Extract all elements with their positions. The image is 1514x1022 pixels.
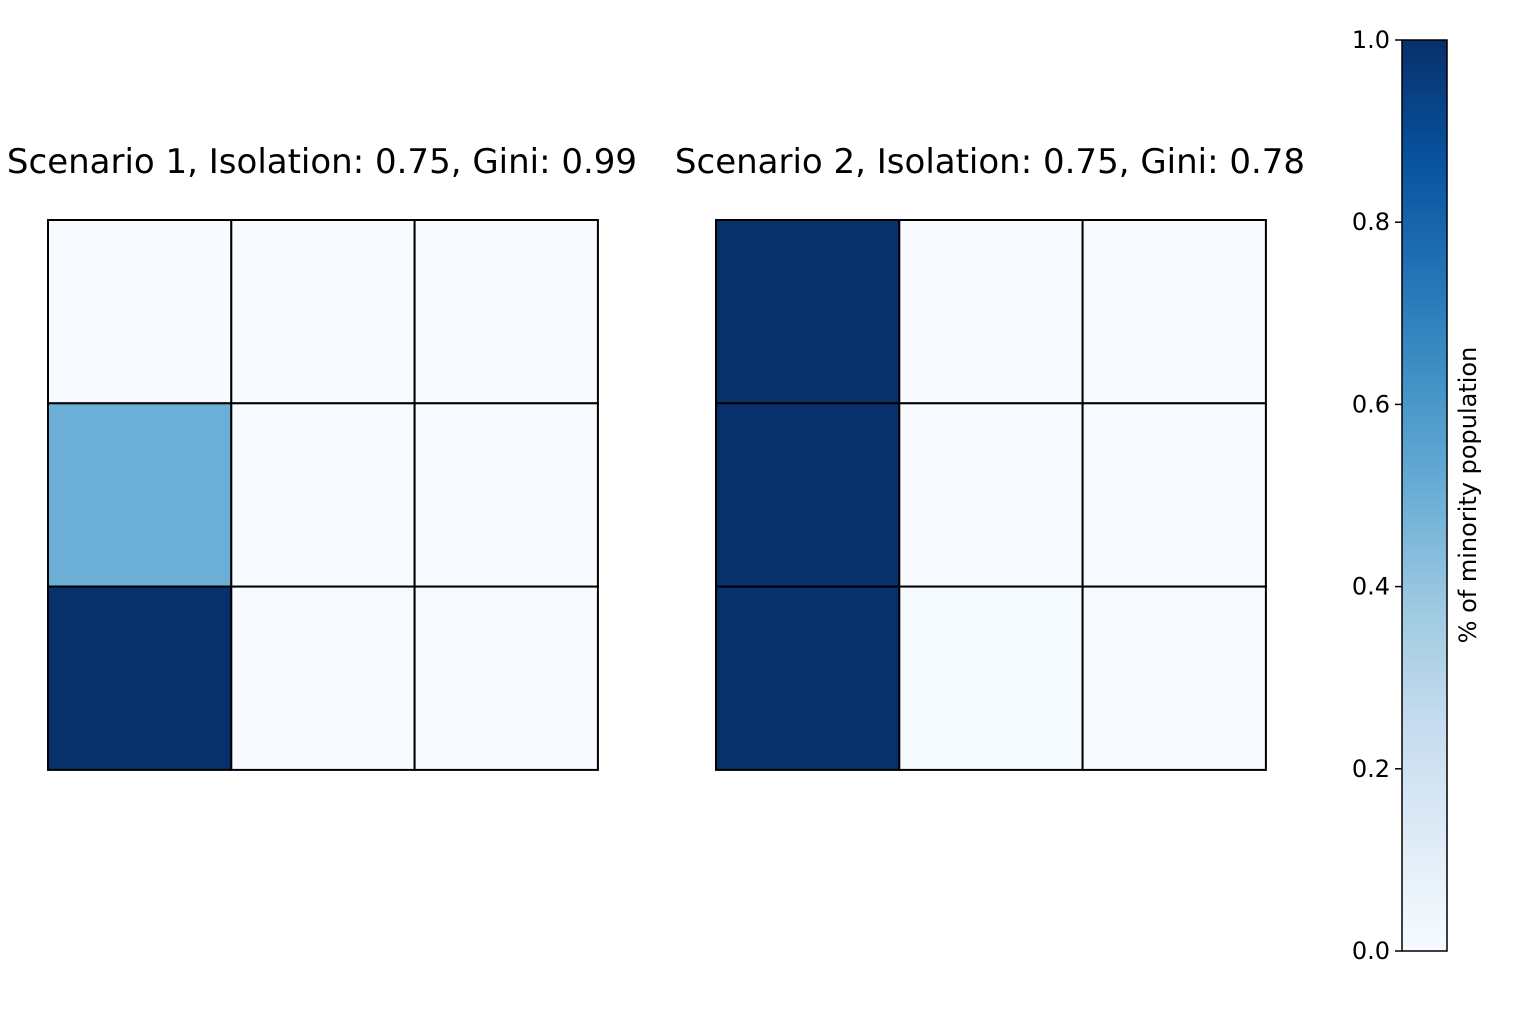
colorbar-label: % of minority population	[1454, 347, 1482, 644]
panel-2-cells	[715, 219, 1267, 771]
colorbar: 0.0 0.2 0.4 0.6 0.8 1.0 % of minority populat…	[1352, 26, 1482, 965]
panel-1-title: Scenario 1, Isolation: 0.75, Gini: 0.99	[7, 142, 637, 182]
colorbar-tick-label: 1.0	[1352, 26, 1390, 54]
panel-1-cells	[47, 219, 599, 771]
heatmap-cell-p2-r3-c3	[1081, 585, 1267, 771]
heatmap-cell-p2-r3-c2	[898, 585, 1084, 771]
heatmap-cell-p1-r3-c1	[47, 585, 233, 771]
colorbar-tick-label: 0.6	[1352, 390, 1390, 418]
heatmap-cell-p1-r1-c2	[230, 219, 416, 405]
colorbar-tick-label: 0.4	[1352, 573, 1390, 601]
heatmap-cell-p2-r1-c1	[715, 219, 901, 405]
heatmap-cell-p1-r3-c2	[230, 585, 416, 771]
heatmap-panel-1: Scenario 1, Isolation: 0.75, Gini: 0.99	[7, 142, 637, 771]
heatmap-cell-p1-r2-c2	[230, 402, 416, 588]
heatmap-cell-p1-r3-c3	[413, 585, 599, 771]
heatmap-cell-p2-r2-c1	[715, 402, 901, 588]
colorbar-ticks: 0.0 0.2 0.4 0.6 0.8 1.0	[1352, 26, 1402, 965]
heatmap-cell-p2-r1-c3	[1081, 219, 1267, 405]
colorbar-gradient	[1401, 39, 1448, 952]
colorbar-tick-label: 0.0	[1352, 937, 1390, 965]
heatmap-panel-2: Scenario 2, Isolation: 0.75, Gini: 0.78	[675, 142, 1305, 771]
colorbar-tick-label: 0.8	[1352, 208, 1390, 236]
heatmap-cell-p1-r2-c1	[47, 402, 233, 588]
heatmap-cell-p2-r1-c2	[898, 219, 1084, 405]
heatmap-cell-p1-r1-c3	[413, 219, 599, 405]
heatmap-cell-p2-r2-c3	[1081, 402, 1267, 588]
heatmap-cell-p2-r2-c2	[898, 402, 1084, 588]
heatmap-cell-p2-r3-c1	[715, 585, 901, 771]
colorbar-tick-label: 0.2	[1352, 755, 1390, 783]
heatmap-cell-p1-r2-c3	[413, 402, 599, 588]
heatmap-cell-p1-r1-c1	[47, 219, 233, 405]
panel-2-title: Scenario 2, Isolation: 0.75, Gini: 0.78	[675, 142, 1305, 182]
